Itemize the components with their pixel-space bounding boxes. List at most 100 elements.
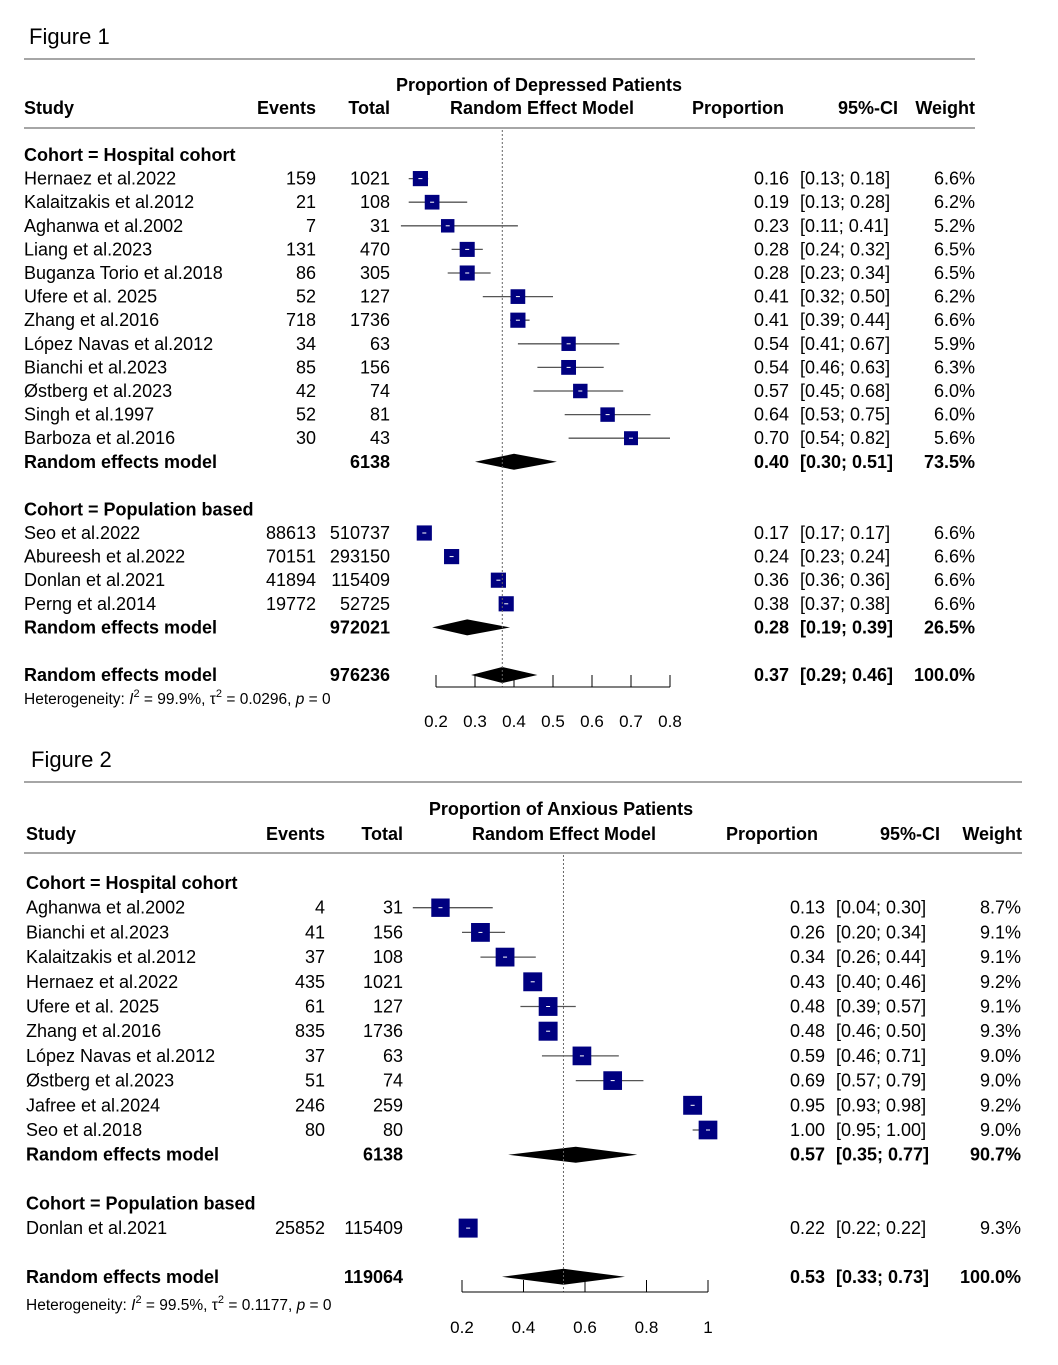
weight-value: 5.9% — [934, 334, 975, 354]
total-value: 156 — [373, 922, 403, 942]
total-value: 63 — [370, 334, 390, 354]
proportion-value: 0.41 — [754, 310, 789, 330]
events-value: 51 — [305, 1071, 325, 1091]
study-row: Barboza et al.2016 30 43 0.70 [0.54; 0.82] 5.… — [24, 428, 975, 448]
events-value: 80 — [305, 1120, 325, 1140]
weight-value: 8.7% — [980, 898, 1021, 918]
proportion-value: 0.48 — [790, 1021, 825, 1041]
ci-value: [0.22; 0.22] — [836, 1218, 926, 1238]
figure-label: Figure 1 — [29, 24, 110, 49]
proportion-value: 0.69 — [790, 1071, 825, 1091]
study-row: Ufere et al. 2025 52 127 0.41 [0.32; 0.50] 6.… — [24, 287, 975, 307]
forest-plot-2: Figure 2 Proportion of Anxious Patients St… — [24, 747, 1022, 1337]
study-row: Perng et al.2014 19772 52725 0.38 [0.37; 0.3… — [24, 594, 975, 614]
subgroup-summary-label: Random effects model — [24, 617, 217, 637]
ci-value: [0.13; 0.18] — [800, 169, 890, 189]
proportion-value: 0.54 — [754, 357, 789, 377]
x-tick-label: 0.2 — [424, 712, 448, 731]
study-name: Barboza et al.2016 — [24, 428, 175, 448]
total-value: 74 — [383, 1071, 403, 1091]
weight-value: 6.6% — [934, 594, 975, 614]
weight-value: 6.6% — [934, 570, 975, 590]
column-header-weight: Weight — [962, 824, 1022, 844]
proportion-value: 0.28 — [754, 617, 789, 637]
weight-value: 9.1% — [980, 947, 1021, 967]
column-header-study: Study — [24, 98, 74, 118]
proportion-value: 0.41 — [754, 287, 789, 307]
column-header-model: Random Effect Model — [472, 824, 656, 844]
ci-value: [0.32; 0.50] — [800, 287, 890, 307]
study-row: Østberg et al.2023 51 74 0.69 [0.57; 0.79] 9.… — [26, 1071, 1021, 1091]
total-value: 115409 — [344, 1218, 403, 1238]
events-value: 246 — [295, 1095, 325, 1115]
events-value: 52 — [296, 287, 316, 307]
subgroup-label: Cohort = Hospital cohort — [24, 145, 236, 165]
total-value: 1021 — [363, 972, 403, 992]
weight-value: 9.0% — [980, 1071, 1021, 1091]
subgroup-label: Cohort = Hospital cohort — [26, 873, 238, 893]
events-value: 131 — [286, 239, 316, 259]
events-value: 86 — [296, 263, 316, 283]
events-value: 61 — [305, 997, 325, 1017]
events-value: 21 — [296, 192, 316, 212]
total-value: 108 — [360, 192, 390, 212]
x-tick-label: 0.2 — [450, 1318, 474, 1337]
column-header-proportion: Proportion — [692, 98, 784, 118]
total-value: 115409 — [331, 570, 390, 590]
proportion-value: 0.57 — [790, 1145, 825, 1165]
weight-value: 26.5% — [924, 617, 975, 637]
study-row: Abureesh et al.2022 70151 293150 0.24 [0.23;… — [24, 547, 975, 567]
events-value: 37 — [305, 947, 325, 967]
proportion-value: 0.59 — [790, 1046, 825, 1066]
study-name: Liang et al.2023 — [24, 239, 152, 259]
total-value: 510737 — [330, 523, 390, 543]
total-value: 259 — [373, 1095, 403, 1115]
study-name: Jafree et al.2024 — [26, 1095, 160, 1115]
column-header-events: Events — [266, 824, 325, 844]
study-row: Singh et al.1997 52 81 0.64 [0.53; 0.75] 6.0% — [24, 405, 975, 425]
ci-value: [0.57; 0.79] — [836, 1071, 926, 1091]
ci-value: [0.23; 0.34] — [800, 263, 890, 283]
column-header-total: Total — [348, 98, 390, 118]
total-value: 108 — [373, 947, 403, 967]
x-axis: 0.2 0.4 0.6 0.8 1 — [450, 1280, 713, 1337]
proportion-value: 0.22 — [790, 1218, 825, 1238]
study-name: López Navas et al.2012 — [24, 334, 213, 354]
ci-value: [0.17; 0.17] — [800, 523, 890, 543]
ci-value: [0.24; 0.32] — [800, 239, 890, 259]
total-value: 127 — [360, 287, 390, 307]
overall-summary-total: 976236 — [330, 665, 390, 685]
weight-value: 6.0% — [934, 405, 975, 425]
figure-label: Figure 2 — [31, 747, 112, 772]
ci-value: [0.39; 0.44] — [800, 310, 890, 330]
proportion-value: 0.64 — [754, 405, 789, 425]
study-name: Østberg et al.2023 — [24, 381, 172, 401]
weight-value: 5.6% — [934, 428, 975, 448]
ci-value: [0.37; 0.38] — [800, 594, 890, 614]
study-name: Buganza Torio et al.2018 — [24, 263, 223, 283]
proportion-value: 0.24 — [754, 547, 789, 567]
total-value: 156 — [360, 357, 390, 377]
study-name: López Navas et al.2012 — [26, 1046, 215, 1066]
proportion-value: 0.37 — [754, 665, 789, 685]
weight-value: 5.2% — [934, 216, 975, 236]
proportion-value: 0.48 — [790, 997, 825, 1017]
study-row: López Navas et al.2012 37 63 0.59 [0.46; 0.7… — [26, 1046, 1021, 1066]
weight-value: 9.3% — [980, 1021, 1021, 1041]
study-row: Ufere et al. 2025 61 127 0.48 [0.39; 0.57] 9.… — [26, 997, 1021, 1017]
study-name: Hernaez et al.2022 — [26, 972, 178, 992]
study-name: Aghanwa et al.2002 — [26, 898, 185, 918]
study-name: Zhang et al.2016 — [26, 1021, 161, 1041]
study-row: Aghanwa et al.2002 7 31 0.23 [0.11; 0.41] 5.2… — [24, 216, 975, 236]
study-name: Hernaez et al.2022 — [24, 169, 176, 189]
column-header-proportion: Proportion — [726, 824, 818, 844]
ci-value: [0.53; 0.75] — [800, 405, 890, 425]
subgroup-summary-label: Random effects model — [26, 1145, 219, 1165]
total-value: 52725 — [340, 594, 390, 614]
x-tick-label: 0.4 — [502, 712, 526, 731]
study-name: Aghanwa et al.2002 — [24, 216, 183, 236]
study-row: Kalaitzakis et al.2012 21 108 0.19 [0.13; 0.… — [24, 192, 975, 212]
study-row: López Navas et al.2012 34 63 0.54 [0.41; 0.6… — [24, 334, 975, 354]
weight-value: 9.0% — [980, 1120, 1021, 1140]
x-tick-label: 0.7 — [619, 712, 643, 731]
